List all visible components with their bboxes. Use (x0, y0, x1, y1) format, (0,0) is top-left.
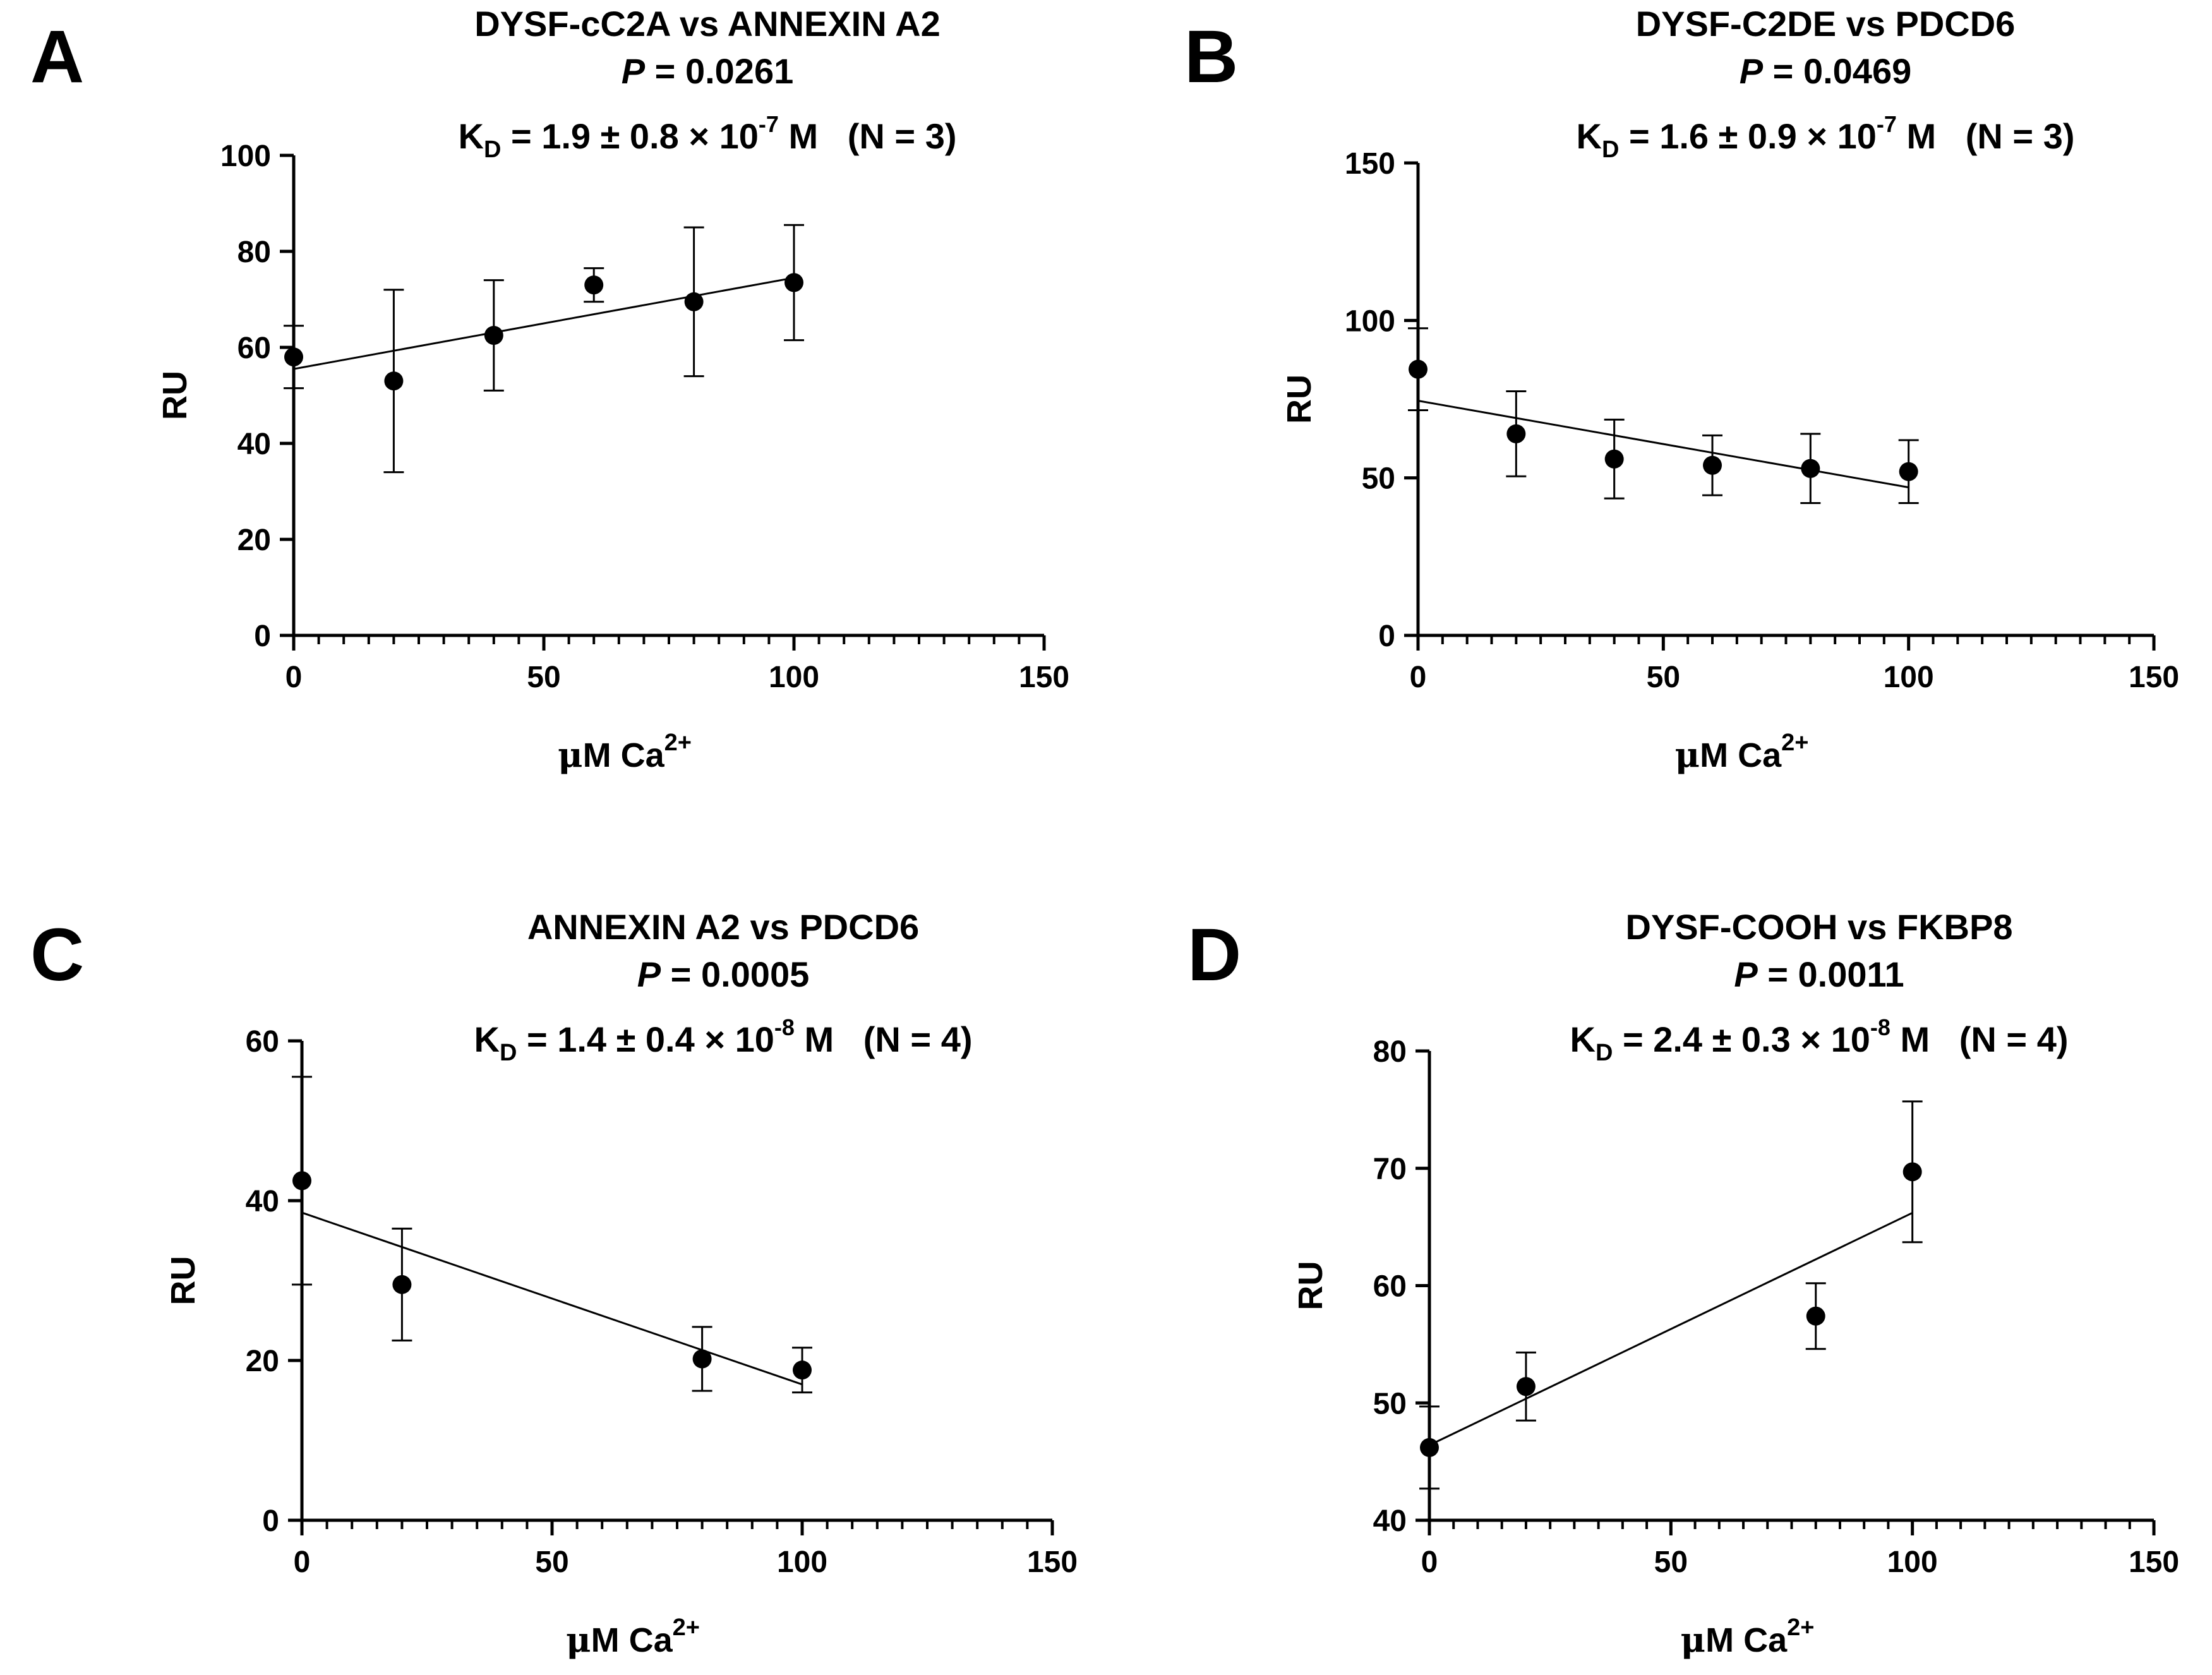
kd-value: KD = 2.4 ± 0.3 × 10-8 M (N = 4) (1570, 1014, 2068, 1066)
y-tick-label: 40 (237, 428, 271, 461)
data-point (1409, 359, 1428, 379)
y-axis-label: RU (164, 1256, 202, 1306)
y-tick-label: 50 (1373, 1387, 1407, 1420)
y-tick-label: 0 (254, 620, 271, 653)
x-tick-label: 150 (1019, 661, 1069, 694)
y-axis-label: RU (156, 371, 194, 420)
p-value: P = 0.0469 (1740, 51, 1911, 91)
panel-letter: B (1184, 15, 1238, 99)
y-tick-label: 0 (1378, 620, 1395, 653)
data-point (392, 1275, 412, 1294)
p-value: P = 0.0005 (637, 954, 809, 994)
x-tick-label: 50 (527, 661, 560, 694)
y-tick-label: 40 (1373, 1504, 1407, 1538)
data-point (1604, 449, 1624, 469)
y-tick-label: 0 (262, 1504, 279, 1538)
fit-line (301, 1211, 803, 1386)
x-tick-label: 100 (1887, 1546, 1938, 1579)
y-tick-label: 80 (237, 236, 271, 269)
kd-value: KD = 1.4 ± 0.4 × 10-8 M (N = 4) (474, 1014, 972, 1066)
data-point (1902, 1162, 1922, 1182)
kd-value: KD = 1.6 ± 0.9 × 10-7 M (N = 3) (1576, 111, 2074, 163)
chart-title: DYSF-cC2A vs ANNEXIN A2 (474, 4, 941, 44)
y-tick-label: 100 (1345, 304, 1395, 338)
data-point (1506, 424, 1526, 443)
x-tick-label: 50 (535, 1546, 568, 1579)
x-axis-label: μM Ca2+ (566, 1614, 700, 1660)
panel-c: C ANNEXIN A2 vs PDCD6 P = 0.0005 KD = 1.4 ±… (30, 907, 1078, 1660)
x-tick-label: 100 (1884, 661, 1934, 694)
p-value: P = 0.0011 (1734, 954, 1904, 994)
panel-letter: A (30, 15, 84, 99)
y-tick-label: 80 (1373, 1035, 1407, 1069)
p-value: P = 0.0261 (622, 51, 793, 91)
x-tick-label: 50 (1654, 1546, 1688, 1579)
panel-d: D DYSF-COOH vs FKBP8 P = 0.0011 KD = 2.4 ± … (1187, 907, 2179, 1660)
data-point (1703, 455, 1722, 475)
data-point (1420, 1438, 1439, 1457)
panel-b: B DYSF-C2DE vs PDCD6 P = 0.0469 KD = 1.6 ± … (1184, 4, 2179, 775)
panel-letter: D (1187, 913, 1241, 997)
y-tick-label: 20 (246, 1345, 279, 1378)
x-axis-label: μM Ca2+ (558, 729, 692, 775)
x-tick-label: 50 (1647, 661, 1680, 694)
x-axis-label: μM Ca2+ (1675, 729, 1809, 775)
y-tick-label: 150 (1345, 147, 1395, 181)
data-point (1516, 1377, 1536, 1396)
fit-line (1429, 1211, 1913, 1446)
panel-a: A DYSF-cC2A vs ANNEXIN A2 P = 0.0261 KD = 1… (30, 4, 1069, 775)
data-point (692, 1349, 712, 1369)
y-tick-label: 60 (246, 1025, 279, 1059)
x-tick-label: 100 (769, 661, 819, 694)
data-point (1899, 462, 1918, 481)
x-tick-label: 150 (1027, 1546, 1078, 1579)
y-tick-label: 60 (1373, 1270, 1407, 1304)
panel-letter: C (30, 913, 84, 997)
x-tick-label: 0 (1421, 1546, 1438, 1579)
y-tick-label: 50 (1362, 462, 1395, 496)
x-tick-label: 0 (286, 661, 303, 694)
x-tick-label: 100 (777, 1546, 827, 1579)
data-point (684, 292, 704, 311)
y-tick-label: 70 (1373, 1153, 1407, 1186)
fit-line (293, 277, 795, 370)
x-tick-label: 0 (1410, 661, 1427, 694)
chart-title: ANNEXIN A2 vs PDCD6 (527, 907, 919, 947)
data-point (384, 371, 404, 391)
chart-title: DYSF-COOH vs FKBP8 (1626, 907, 2013, 947)
data-point (1801, 459, 1820, 478)
y-tick-label: 60 (237, 332, 271, 365)
x-tick-label: 150 (2129, 1546, 2179, 1579)
y-axis-label: RU (1292, 1261, 1330, 1311)
y-axis-label: RU (1280, 375, 1318, 424)
x-tick-label: 0 (294, 1546, 311, 1579)
y-tick-label: 20 (237, 524, 271, 557)
fit-line (1417, 400, 1909, 489)
data-point (292, 1171, 311, 1191)
x-tick-label: 150 (2129, 661, 2179, 694)
data-point (584, 275, 604, 295)
data-point (284, 347, 303, 367)
data-point (484, 326, 503, 345)
y-tick-label: 100 (220, 140, 271, 173)
chart-title: DYSF-C2DE vs PDCD6 (1636, 4, 2016, 44)
x-axis-label: μM Ca2+ (1681, 1614, 1815, 1660)
data-point (784, 273, 803, 292)
kd-value: KD = 1.9 ± 0.8 × 10-7 M (N = 3) (458, 111, 956, 163)
data-point (1806, 1306, 1825, 1326)
y-tick-label: 40 (246, 1185, 279, 1218)
data-point (793, 1360, 812, 1380)
